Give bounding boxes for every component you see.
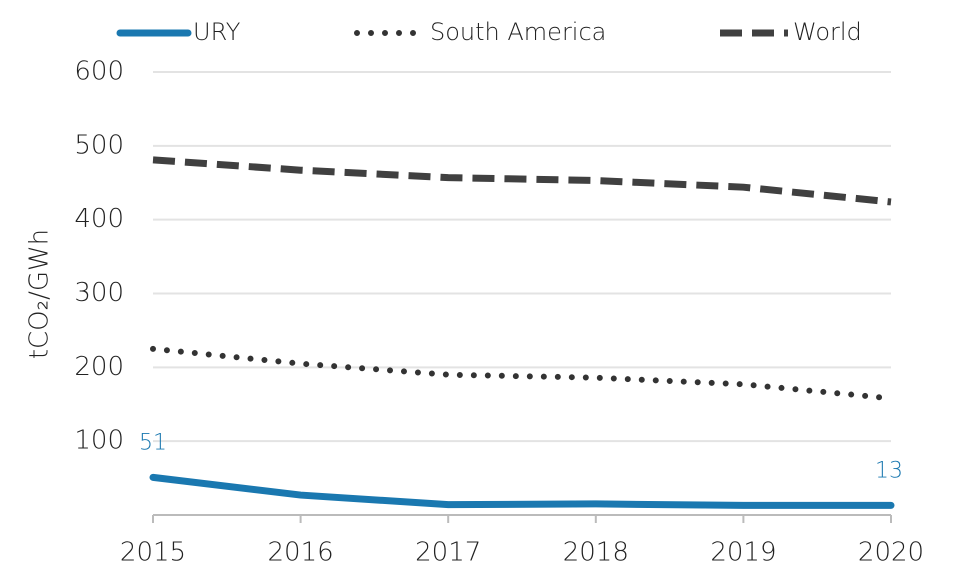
series-line: [150, 345, 894, 402]
x-tick-label: 2015: [120, 538, 186, 566]
y-tick-label: 300: [74, 278, 124, 308]
x-tick-label: 2016: [268, 538, 334, 566]
data-label: 51: [139, 430, 167, 455]
x-tick-label: 2019: [710, 538, 776, 566]
y-tick-label: 500: [74, 130, 124, 160]
y-axis-label: tCO₂/GWh: [25, 229, 55, 359]
y-tick-label: 400: [74, 204, 124, 234]
y-tick-label: 200: [74, 352, 124, 382]
x-tick-label: 2017: [415, 538, 481, 566]
x-tick-label: 2018: [563, 538, 629, 566]
series-line: [149, 473, 895, 509]
legend-label: South America: [430, 18, 606, 46]
legend-label: URY: [193, 18, 241, 46]
y-tick-label: 100: [74, 426, 124, 456]
legend-label: World: [793, 18, 862, 46]
data-label: 13: [875, 458, 903, 483]
y-tick-label: 600: [74, 57, 124, 87]
series-line: [152, 156, 892, 206]
x-tick-label: 2020: [858, 538, 924, 566]
